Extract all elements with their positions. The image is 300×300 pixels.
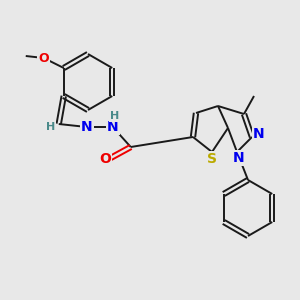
Text: N: N — [233, 151, 245, 165]
Text: H: H — [110, 111, 119, 121]
Text: H: H — [46, 122, 56, 132]
Text: O: O — [38, 52, 49, 64]
Text: N: N — [107, 120, 118, 134]
Text: N: N — [253, 127, 265, 141]
Text: S: S — [207, 152, 217, 166]
Text: O: O — [99, 152, 111, 166]
Text: N: N — [81, 120, 93, 134]
